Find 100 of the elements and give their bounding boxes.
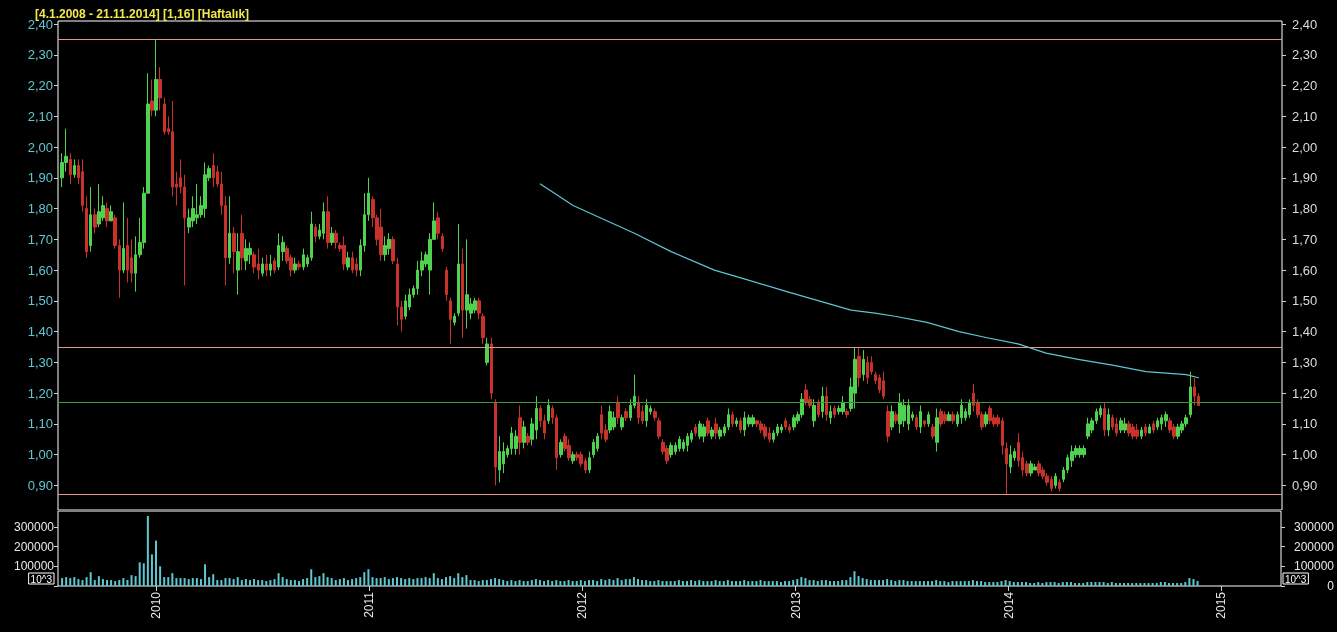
candlestick: [490, 337, 493, 400]
candlestick: [109, 205, 113, 222]
candlestick: [678, 435, 681, 453]
bar: [1172, 583, 1175, 586]
candlestick: [228, 195, 231, 265]
bar: [473, 580, 476, 586]
bar: [1074, 583, 1077, 586]
candlestick: [269, 254, 272, 277]
bar: [828, 581, 831, 586]
bar: [1127, 583, 1130, 586]
bar: [563, 581, 566, 586]
candlestick: [853, 346, 857, 410]
bar: [322, 573, 325, 586]
bar: [992, 582, 995, 586]
bar: [873, 580, 876, 586]
bar: [420, 578, 423, 586]
bar: [604, 580, 607, 586]
bar: [730, 581, 733, 586]
candlestick: [73, 158, 76, 179]
bar: [248, 580, 251, 586]
bar: [718, 581, 721, 586]
candlestick: [710, 426, 714, 440]
bar: [81, 580, 84, 586]
candlestick: [297, 260, 301, 271]
bar: [547, 580, 550, 586]
bar: [800, 577, 803, 586]
bar: [494, 578, 497, 586]
bar: [677, 580, 680, 586]
candlestick: [706, 417, 710, 437]
bar: [1102, 582, 1105, 586]
candlestick: [293, 257, 297, 274]
bar: [77, 579, 80, 586]
bar: [796, 579, 799, 586]
bar: [624, 579, 627, 586]
candlestick: [449, 297, 452, 345]
bar: [61, 578, 64, 586]
bar: [518, 580, 521, 586]
bar: [330, 578, 333, 586]
x-tick-label: 2013: [788, 591, 803, 619]
bar: [1065, 582, 1068, 586]
bar: [1159, 582, 1162, 586]
y-tick-label: 300000: [13, 519, 55, 534]
bar: [97, 576, 100, 586]
y-tick-label: 1,50: [27, 293, 53, 309]
candlestick: [624, 408, 628, 422]
bar: [179, 578, 182, 586]
bar: [555, 580, 558, 586]
bar: [902, 580, 905, 586]
candlestick: [821, 386, 824, 419]
candlestick: [89, 186, 92, 253]
bar: [543, 581, 546, 586]
candlestick: [763, 423, 767, 440]
candlestick: [1127, 420, 1131, 437]
candlestick: [616, 395, 620, 425]
candlestick: [1115, 417, 1118, 437]
bar: [514, 581, 517, 586]
bar: [114, 581, 117, 586]
bar: [363, 572, 366, 586]
bar: [1033, 583, 1036, 586]
bar: [257, 580, 260, 586]
bar: [812, 580, 815, 586]
bar: [220, 580, 223, 586]
y2-tick-label: 300000: [1293, 519, 1335, 534]
candlestick: [968, 398, 971, 419]
bar: [865, 579, 868, 586]
bar: [183, 578, 186, 586]
bar: [306, 578, 309, 586]
candlestick: [694, 423, 697, 437]
line-series: [539, 183, 1200, 379]
bar: [122, 578, 125, 586]
candlestick: [657, 417, 661, 440]
candlestick: [69, 152, 72, 185]
candlestick: [1123, 417, 1127, 434]
bar: [1147, 583, 1150, 586]
candlestick: [379, 208, 383, 262]
bar: [922, 581, 925, 586]
bar: [1155, 583, 1158, 586]
y-tick-label: 100000: [13, 559, 55, 574]
bar: [142, 563, 145, 586]
candlestick: [461, 248, 464, 339]
bar: [608, 579, 611, 586]
bar: [976, 581, 978, 586]
bar: [432, 573, 435, 586]
bar: [690, 580, 693, 586]
candlestick: [1148, 423, 1151, 434]
bar: [93, 580, 96, 586]
bar: [596, 581, 599, 586]
candlestick: [792, 414, 796, 431]
candlestick: [522, 420, 526, 449]
bar: [236, 577, 239, 586]
bar: [440, 579, 443, 586]
bar: [1041, 583, 1044, 586]
candlestick: [81, 158, 84, 213]
bar: [980, 581, 983, 586]
bar: [759, 580, 762, 586]
bar: [126, 580, 129, 586]
bar: [65, 577, 68, 586]
y2-tick-label: 0: [1327, 579, 1335, 593]
bar: [387, 579, 390, 586]
bar: [816, 581, 819, 586]
